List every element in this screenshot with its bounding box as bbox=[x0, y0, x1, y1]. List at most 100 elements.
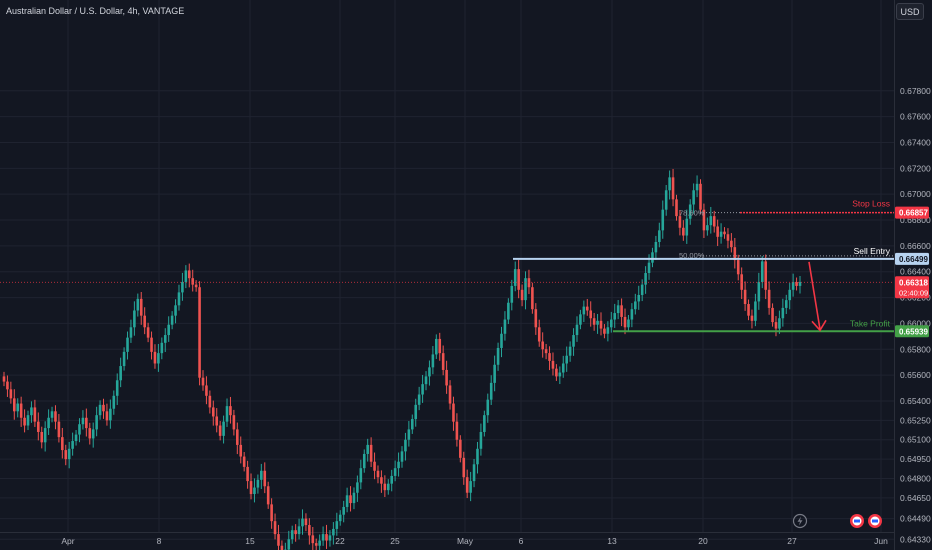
lightning-icon[interactable] bbox=[792, 513, 808, 529]
candle bbox=[287, 530, 291, 550]
candle bbox=[153, 344, 157, 369]
candle bbox=[448, 380, 452, 410]
candle-body bbox=[253, 487, 256, 495]
candle bbox=[445, 360, 448, 394]
candle bbox=[520, 284, 524, 307]
candle bbox=[421, 374, 424, 403]
currency-button[interactable]: USD bbox=[896, 3, 924, 20]
candle bbox=[318, 534, 321, 550]
candle bbox=[778, 310, 781, 334]
candle bbox=[30, 401, 33, 423]
candle bbox=[232, 409, 236, 436]
candle-body bbox=[750, 315, 754, 321]
candle-body bbox=[596, 320, 599, 325]
candle bbox=[555, 364, 558, 381]
candle-body bbox=[211, 407, 215, 417]
candle-body bbox=[376, 470, 380, 478]
candle-body bbox=[88, 428, 92, 439]
candle-body bbox=[19, 403, 23, 418]
candle-body bbox=[177, 292, 181, 306]
candle bbox=[345, 487, 349, 513]
candle bbox=[627, 315, 630, 332]
candle bbox=[88, 422, 92, 445]
candle bbox=[242, 452, 246, 472]
y-tick-label: 0.64950 bbox=[900, 454, 931, 464]
candle bbox=[6, 375, 9, 397]
candle-body bbox=[297, 526, 301, 535]
candle-body bbox=[431, 354, 435, 368]
candle bbox=[133, 301, 136, 336]
candle-body bbox=[589, 310, 593, 319]
candle bbox=[798, 275, 802, 294]
stop-loss-label: Stop Loss bbox=[852, 199, 890, 209]
candle bbox=[537, 319, 541, 347]
candle-body bbox=[266, 486, 270, 505]
candle bbox=[236, 422, 239, 455]
candle-body bbox=[153, 351, 157, 364]
candle bbox=[486, 393, 490, 423]
candle bbox=[579, 309, 582, 330]
candle bbox=[462, 451, 466, 485]
candle-body bbox=[6, 381, 9, 390]
candle bbox=[585, 298, 589, 316]
candle-body bbox=[644, 273, 647, 285]
candle-body bbox=[726, 234, 730, 241]
x-tick-label: 27 bbox=[787, 536, 797, 546]
candle bbox=[174, 299, 177, 324]
y-tick-label: 0.67200 bbox=[900, 163, 931, 173]
candle-body bbox=[709, 216, 713, 226]
candle bbox=[338, 510, 342, 526]
candle bbox=[143, 307, 146, 335]
candle-body bbox=[531, 287, 534, 310]
candle bbox=[400, 446, 404, 468]
candle-body bbox=[534, 309, 538, 328]
candle bbox=[115, 373, 119, 405]
candle-body bbox=[30, 407, 33, 416]
candle-body bbox=[380, 477, 383, 484]
candle-body bbox=[592, 318, 596, 325]
candle-body bbox=[757, 282, 761, 302]
candle-body bbox=[43, 428, 47, 443]
y-tick-label: 0.65250 bbox=[900, 415, 931, 425]
candle-body bbox=[321, 534, 325, 541]
earnings-icon-2[interactable] bbox=[867, 513, 883, 529]
candle bbox=[366, 438, 369, 462]
candle bbox=[222, 415, 225, 444]
y-tick-label: 0.66800 bbox=[900, 215, 931, 225]
candle bbox=[544, 343, 548, 360]
candle-body bbox=[366, 444, 369, 454]
candle bbox=[743, 281, 747, 311]
candle-body bbox=[345, 495, 349, 507]
candle-body bbox=[733, 247, 737, 261]
candle bbox=[71, 432, 74, 456]
candle bbox=[349, 486, 352, 512]
candle-body bbox=[12, 398, 16, 412]
candle bbox=[603, 324, 606, 339]
candle bbox=[373, 452, 376, 480]
candle-body bbox=[651, 252, 654, 263]
candle-body bbox=[421, 384, 424, 395]
candle bbox=[256, 474, 260, 494]
candle-body bbox=[510, 285, 514, 303]
candle-body bbox=[236, 429, 239, 445]
candle-body bbox=[81, 417, 85, 425]
candle-body bbox=[150, 337, 153, 352]
candle-body bbox=[414, 404, 418, 420]
y-tick-label: 0.64800 bbox=[900, 474, 931, 484]
candle-body bbox=[671, 177, 675, 200]
candle bbox=[784, 294, 788, 314]
candle-body bbox=[500, 333, 503, 348]
candle-body bbox=[503, 319, 507, 334]
candle bbox=[702, 203, 706, 238]
candle bbox=[465, 469, 469, 499]
candle-body bbox=[218, 425, 222, 436]
candle-body bbox=[222, 421, 225, 436]
candle bbox=[558, 366, 562, 385]
candle-body bbox=[277, 534, 280, 546]
candle bbox=[510, 279, 514, 311]
candle-body bbox=[410, 419, 414, 430]
stop-loss-tag-bg bbox=[895, 206, 929, 219]
earnings-icon-1[interactable] bbox=[849, 513, 865, 529]
candle-body bbox=[67, 448, 71, 460]
